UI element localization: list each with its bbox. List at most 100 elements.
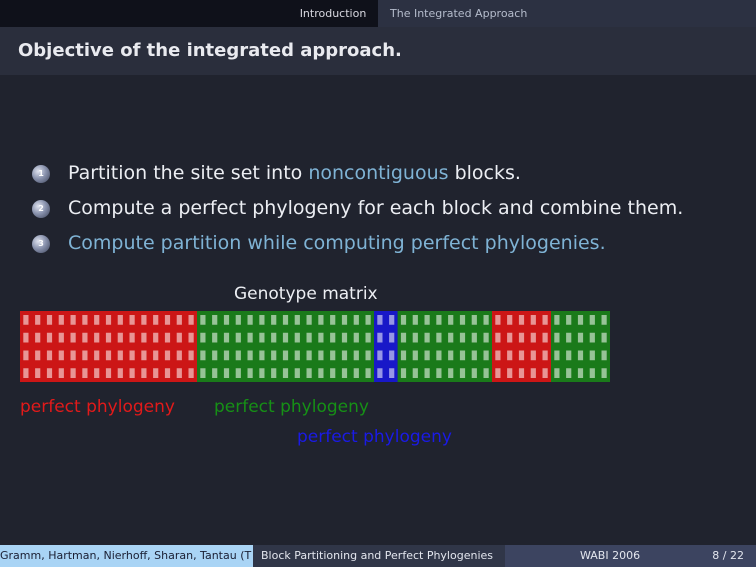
matrix-cell (483, 332, 489, 343)
footer-info: WABI 2006 8 / 22 (505, 545, 756, 567)
matrix-cell (58, 368, 64, 378)
matrix-cell (495, 350, 501, 361)
block-label-red: perfect phylogeny (20, 397, 175, 417)
block-label-blue: perfect phylogeny (297, 427, 452, 447)
matrix-cell (365, 332, 371, 343)
matrix-cell (577, 368, 584, 378)
matrix-cell (117, 315, 123, 325)
matrix-cell (436, 350, 442, 361)
matrix-cell (153, 368, 159, 378)
matrix-cell (353, 368, 359, 378)
matrix-cell (176, 332, 182, 343)
matrix-cell (23, 315, 29, 325)
matrix-cell (200, 350, 206, 361)
matrix-cell (448, 350, 454, 361)
number-bullet-1: 1 (32, 165, 50, 183)
matrix-cell (341, 368, 348, 378)
matrix-title: Genotype matrix (234, 284, 378, 304)
matrix-cell (353, 350, 359, 361)
matrix-cell (377, 350, 383, 361)
matrix-cell (282, 332, 289, 343)
matrix-cell (271, 350, 277, 361)
matrix-cell (518, 368, 525, 378)
footer: Gramm, Hartman, Nierhoff, Sharan, Tantau… (0, 545, 756, 567)
matrix-cell (188, 368, 194, 378)
matrix-cell (105, 315, 112, 325)
tab-introduction[interactable]: Introduction (299, 7, 367, 20)
matrix-cell (82, 368, 88, 378)
list-item: 1 Partition the site set into noncontigu… (32, 158, 732, 193)
matrix-cell (577, 332, 584, 343)
matrix-cell (176, 315, 182, 325)
matrix-cell (459, 332, 466, 343)
matrix-cell (294, 315, 300, 325)
matrix-block-red (492, 311, 551, 382)
matrix-cell (577, 315, 584, 325)
matrix-cell (129, 368, 135, 378)
matrix-cell (247, 332, 253, 343)
matrix-cell (448, 315, 454, 325)
footer-conference: WABI 2006 (580, 549, 641, 562)
matrix-cell (82, 350, 88, 361)
matrix-cell (153, 350, 159, 361)
matrix-cell (247, 368, 253, 378)
matrix-cell (46, 332, 53, 343)
matrix-cell (330, 350, 336, 361)
matrix-cell (294, 368, 300, 378)
matrix-cell (400, 368, 407, 378)
matrix-cell (601, 368, 607, 378)
matrix-cell (35, 350, 41, 361)
matrix-cell (365, 368, 371, 378)
matrix-cell (153, 315, 159, 325)
matrix-cell (495, 315, 501, 325)
matrix-cell (377, 368, 383, 378)
step-text-part: Partition the site set into (68, 162, 309, 184)
matrix-cell (507, 315, 513, 325)
matrix-cell (601, 332, 607, 343)
matrix-cell (129, 315, 135, 325)
matrix-cell (400, 332, 407, 343)
matrix-cell (341, 332, 348, 343)
matrix-cell (471, 368, 477, 378)
matrix-cell (353, 332, 359, 343)
matrix-cell (542, 350, 548, 361)
matrix-cell (424, 315, 430, 325)
matrix-cell (436, 368, 442, 378)
matrix-cell (589, 368, 595, 378)
matrix-cell (436, 315, 442, 325)
matrix-cell (235, 332, 241, 343)
matrix-cell (94, 315, 100, 325)
matrix-cell (200, 315, 206, 325)
matrix-cell (471, 332, 477, 343)
matrix-cell (601, 350, 607, 361)
matrix-cell (389, 332, 395, 343)
matrix-cell (507, 350, 513, 361)
matrix-cell (70, 315, 76, 325)
frame-title: Objective of the integrated approach. (18, 40, 402, 61)
matrix-cell (129, 350, 135, 361)
matrix-cell (70, 368, 76, 378)
matrix-cell (389, 315, 395, 325)
matrix-cell (188, 332, 194, 343)
matrix-cell (306, 332, 312, 343)
matrix-cell (318, 315, 324, 325)
matrix-cell (424, 350, 430, 361)
matrix-cell (507, 368, 513, 378)
matrix-cell (495, 368, 501, 378)
matrix-cell (471, 315, 477, 325)
matrix-cell (424, 332, 430, 343)
tab-integrated-approach[interactable]: The Integrated Approach (378, 0, 756, 27)
matrix-cell (212, 368, 218, 378)
matrix-cell (318, 368, 324, 378)
matrix-cell (223, 315, 230, 325)
matrix-cell (129, 332, 135, 343)
matrix-cell (589, 315, 595, 325)
matrix-cell (212, 315, 218, 325)
matrix-cell (330, 368, 336, 378)
number-bullet-2: 2 (32, 200, 50, 218)
matrix-cell (46, 350, 53, 361)
matrix-cell (483, 315, 489, 325)
matrix-cell (164, 368, 171, 378)
matrix-cell (554, 332, 560, 343)
matrix-cell (94, 350, 100, 361)
